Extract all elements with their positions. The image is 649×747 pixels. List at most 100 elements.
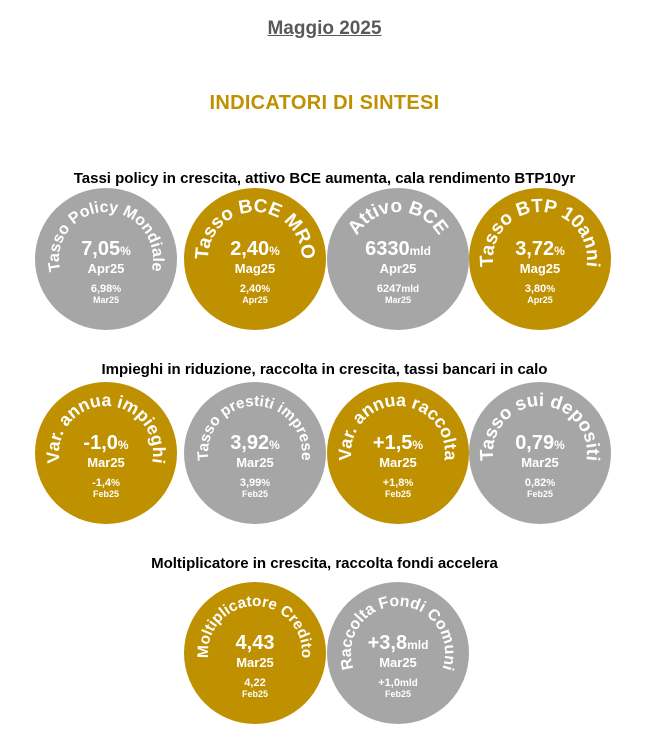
section-title: Tassi policy in crescita, attivo BCE aum…	[73, 170, 576, 187]
indicator-period-number: Mar25	[379, 655, 417, 670]
indicator-prev-value: 2,40%	[184, 283, 326, 296]
indicator-prev-period-number: Mar25	[92, 295, 119, 305]
indicator-prev-value: 3,99%	[184, 477, 326, 490]
indicator-period: Mag25	[184, 261, 326, 276]
indicator-prev-period: Feb25	[469, 489, 611, 500]
indicator-prev-period-number: Feb25	[384, 489, 411, 499]
indicator-prev-period: Feb25	[35, 489, 177, 500]
indicator-prev-value-unit: %	[112, 284, 122, 295]
indicator-period-number: Mar25	[236, 655, 274, 670]
indicator-value: +1,5%	[327, 432, 469, 456]
indicator-value-unit: %	[120, 244, 131, 258]
indicator-prev-period: Mar25	[327, 295, 469, 306]
indicator-value-unit: %	[269, 438, 280, 452]
indicator-period: Mar25	[469, 455, 611, 470]
indicator-prev-value-unit: mld	[401, 284, 420, 295]
indicator-prev-value-number: 3,80	[524, 283, 547, 295]
indicator-value-unit: %	[554, 244, 565, 258]
indicator-prev-period: Feb25	[184, 489, 326, 500]
indicator-value: 7,05%	[35, 238, 177, 262]
indicator-circle: Attivo BCE 6330mld Apr25 6247mld Mar25	[327, 188, 469, 330]
indicator-prev-value-unit: %	[404, 478, 414, 489]
indicator-period: Mar25	[327, 655, 469, 670]
month-heading: Maggio 2025	[267, 18, 382, 39]
page-title: INDICATORI DI SINTESI	[209, 92, 440, 114]
indicator-period: Apr25	[35, 261, 177, 276]
indicator-circle: Moltiplicatore Credito 4,43 Mar25 4,22 Feb25	[184, 582, 326, 724]
indicator-prev-period-number: Feb25	[526, 489, 553, 499]
indicator-prev-value: -1,4%	[35, 477, 177, 490]
indicator-period-number: Mar25	[87, 455, 125, 470]
indicator-prev-period-number: Feb25	[241, 489, 268, 499]
indicator-circle: Tasso BCE MRO 2,40% Mag25 2,40% Apr25	[184, 188, 326, 330]
indicator-circle: Tasso BTP 10anni 3,72% Mag25 3,80% Apr25	[469, 188, 611, 330]
indicator-prev-period-number: Mar25	[384, 295, 411, 305]
indicator-period: Mar25	[184, 455, 326, 470]
indicator-prev-period-number: Feb25	[384, 689, 411, 699]
section-title: Moltiplicatore in crescita, raccolta fon…	[151, 555, 498, 572]
indicator-prev-period: Apr25	[184, 295, 326, 306]
indicator-period: Mar25	[184, 655, 326, 670]
indicator-value: -1,0%	[35, 432, 177, 456]
section-title: Impieghi in riduzione, raccolta in cresc…	[101, 361, 548, 378]
indicator-prev-period: Mar25	[35, 295, 177, 306]
indicator-value-number: 0,79	[515, 432, 555, 454]
indicator-prev-period-number: Apr25	[242, 295, 268, 305]
indicator-prev-period-number: Feb25	[92, 489, 119, 499]
indicator-prev-period: Feb25	[327, 489, 469, 500]
indicator-value: 3,92%	[184, 432, 326, 456]
indicator-prev-value-number: 4,22	[244, 677, 266, 689]
indicator-value: 6330mld	[327, 238, 469, 262]
indicator-period-number: Apr25	[87, 261, 125, 276]
indicator-value-number: 3,72	[515, 238, 555, 260]
indicator-period-number: Mar25	[521, 455, 559, 470]
indicator-prev-value-unit: %	[546, 478, 556, 489]
indicator-period-number: Apr25	[379, 261, 417, 276]
indicator-prev-value-number: 6247	[376, 283, 402, 295]
indicator-prev-value-unit: %	[111, 478, 120, 489]
indicator-prev-value-number: 2,40	[239, 283, 262, 295]
indicator-value-number: -1,0	[83, 432, 118, 454]
indicator-value-number: 7,05	[81, 238, 121, 260]
indicator-value-unit: %	[269, 244, 280, 258]
indicator-prev-value: +1,8%	[327, 477, 469, 490]
indicator-value-number: 6330	[365, 238, 410, 260]
indicator-value-unit: %	[412, 438, 424, 452]
indicator-value-number: 2,40	[230, 238, 270, 260]
indicator-prev-value-number: +1,8	[382, 477, 405, 489]
indicator-period-number: Mag25	[519, 261, 561, 276]
indicator-prev-value-number: 6,98	[90, 283, 113, 295]
indicator-value: 2,40%	[184, 238, 326, 262]
indicator-value-unit: mld	[407, 638, 429, 652]
indicator-period: Apr25	[327, 261, 469, 276]
indicator-label: Attivo BCE	[344, 196, 452, 239]
indicator-prev-value-unit: %	[261, 284, 271, 295]
indicator-value-unit: %	[554, 438, 565, 452]
indicator-prev-value-number: -1,4	[92, 477, 112, 489]
indicator-value: 3,72%	[469, 238, 611, 262]
indicator-prev-value: 0,82%	[469, 477, 611, 490]
indicator-prev-value-number: 0,82	[524, 477, 547, 489]
indicator-value-unit: mld	[409, 244, 431, 258]
indicator-prev-period: Apr25	[469, 295, 611, 306]
indicator-prev-value-unit: %	[546, 284, 556, 295]
indicator-prev-value: +1,0mld	[327, 677, 469, 690]
indicator-circle: Var. annua impieghi -1,0% Mar25 -1,4% Feb25	[35, 382, 177, 524]
indicator-prev-period: Feb25	[327, 689, 469, 700]
indicator-prev-period-number: Feb25	[241, 689, 268, 699]
indicator-circle: Tasso Policy Mondiale 7,05% Apr25 6,98% Mar2…	[35, 188, 177, 330]
indicator-prev-period: Feb25	[184, 689, 326, 700]
indicator-prev-value: 6,98%	[35, 283, 177, 296]
indicator-circle: Raccolta Fondi Comuni +3,8mld Mar25 +1,0mld…	[327, 582, 469, 724]
indicator-circle: Tasso prestiti imprese 3,92% Mar25 3,99% Feb…	[184, 382, 326, 524]
indicator-circle: Tasso sui depositi 0,79% Mar25 0,82% Feb25	[469, 382, 611, 524]
indicator-prev-value-number: +1,0	[378, 677, 400, 689]
indicator-value-number: 3,92	[230, 432, 270, 454]
indicator-prev-value: 3,80%	[469, 283, 611, 296]
indicator-value: 0,79%	[469, 432, 611, 456]
indicator-prev-period-number: Apr25	[527, 295, 553, 305]
indicator-period-number: Mag25	[234, 261, 276, 276]
indicator-period-number: Mar25	[379, 455, 417, 470]
indicator-prev-value: 4,22	[184, 677, 326, 690]
indicator-value: +3,8mld	[327, 632, 469, 656]
